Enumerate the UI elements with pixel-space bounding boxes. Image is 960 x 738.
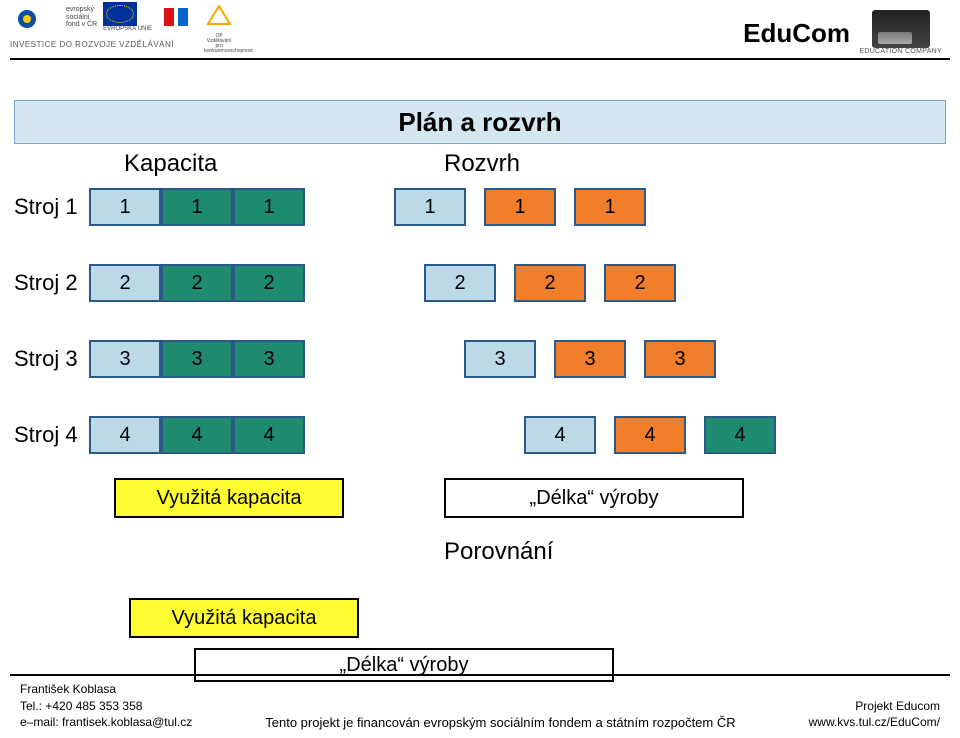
footer-funding: Tento projekt je financován evropským so… xyxy=(265,715,735,730)
rozvrh-cell: 4 xyxy=(704,416,776,454)
footer-divider xyxy=(10,674,950,676)
footer-contact: František Koblasa Tel.: +420 485 353 358… xyxy=(20,681,192,730)
rozvrh-cell: 2 xyxy=(514,264,586,302)
footer-project-name: Projekt Educom xyxy=(809,698,940,714)
brand-title: EduCom xyxy=(743,18,850,49)
rozvrh-cell: 4 xyxy=(524,416,596,454)
chip-delka-vyroby-wide: „Délka“ výroby xyxy=(194,648,614,682)
chip-vyuzita-kapacita-2: Využitá kapacita xyxy=(129,598,359,638)
kapacita-cell: 2 xyxy=(233,264,305,302)
kapacita-cell: 3 xyxy=(161,340,233,378)
kapacita-cell: 1 xyxy=(233,188,305,226)
kapacita-cell: 2 xyxy=(89,264,161,302)
footer-mail: e–mail: frantisek.koblasa@tul.cz xyxy=(20,714,192,730)
footer-url: www.kvs.tul.cz/EduCom/ xyxy=(809,714,940,730)
chip-delka-vyroby: „Délka“ výroby xyxy=(444,478,744,518)
column-label-kapacita: Kapacita xyxy=(124,150,217,178)
rozvrh-cell: 2 xyxy=(604,264,676,302)
footer-project: Projekt Educom www.kvs.tul.cz/EduCom/ xyxy=(809,698,940,730)
rozvrh-cell: 1 xyxy=(574,188,646,226)
rozvrh-cell: 3 xyxy=(554,340,626,378)
eu-flag-icon: EVROPSKÁ UNIE xyxy=(103,2,152,32)
invest-caption: INVESTICE DO ROZVOJE VZDĚLÁVÁNÍ xyxy=(10,40,174,49)
rozvrh-cell: 4 xyxy=(614,416,686,454)
column-label-rozvrh: Rozvrh xyxy=(444,150,520,178)
row-label-r3: Stroj 3 xyxy=(14,346,78,372)
porovnani-label: Porovnání xyxy=(444,538,553,566)
footer-name: František Koblasa xyxy=(20,681,192,697)
row-label-r1: Stroj 1 xyxy=(14,194,78,220)
kapacita-cell: 3 xyxy=(89,340,161,378)
kapacita-cell: 1 xyxy=(89,188,161,226)
footer: František Koblasa Tel.: +420 485 353 358… xyxy=(20,681,940,730)
rozvrh-cell: 1 xyxy=(394,188,466,226)
kapacita-cell: 4 xyxy=(161,416,233,454)
kapacita-cell: 4 xyxy=(233,416,305,454)
cube-icon xyxy=(872,10,930,48)
chip-vyuzita-kapacita: Využitá kapacita xyxy=(114,478,344,518)
header-divider xyxy=(10,58,950,60)
sponsor-logos: evropskýsociálnífond v ČR EVROPSKÁ UNIE … xyxy=(10,2,234,36)
esf-text: evropskýsociálnífond v ČR xyxy=(66,2,97,29)
kapacita-cell: 1 xyxy=(161,188,233,226)
footer-tel: Tel.: +420 485 353 358 xyxy=(20,698,192,714)
rozvrh-cell: 3 xyxy=(644,340,716,378)
plan-diagram: Kapacita Rozvrh Stroj 1 Stroj 2 Stroj 3 Str… xyxy=(14,148,946,588)
kapacita-cell: 4 xyxy=(89,416,161,454)
op-logo: OP Vzdělávánípro konkurenceschopnost xyxy=(204,2,234,36)
rozvrh-cell: 2 xyxy=(424,264,496,302)
brand-subtitle: EDUCATION COMPANY xyxy=(859,48,942,55)
educom-logo: EDUCATION COMPANY xyxy=(859,10,942,55)
slide-title: Plán a rozvrh xyxy=(14,100,946,144)
rozvrh-cell: 3 xyxy=(464,340,536,378)
header: evropskýsociálnífond v ČR EVROPSKÁ UNIE … xyxy=(0,0,960,70)
row-label-r2: Stroj 2 xyxy=(14,270,78,296)
msmt-logo xyxy=(158,2,198,36)
rozvrh-cell: 1 xyxy=(484,188,556,226)
kapacita-cell: 3 xyxy=(233,340,305,378)
kapacita-cell: 2 xyxy=(161,264,233,302)
esf-logo xyxy=(10,2,60,36)
row-label-r4: Stroj 4 xyxy=(14,422,78,448)
